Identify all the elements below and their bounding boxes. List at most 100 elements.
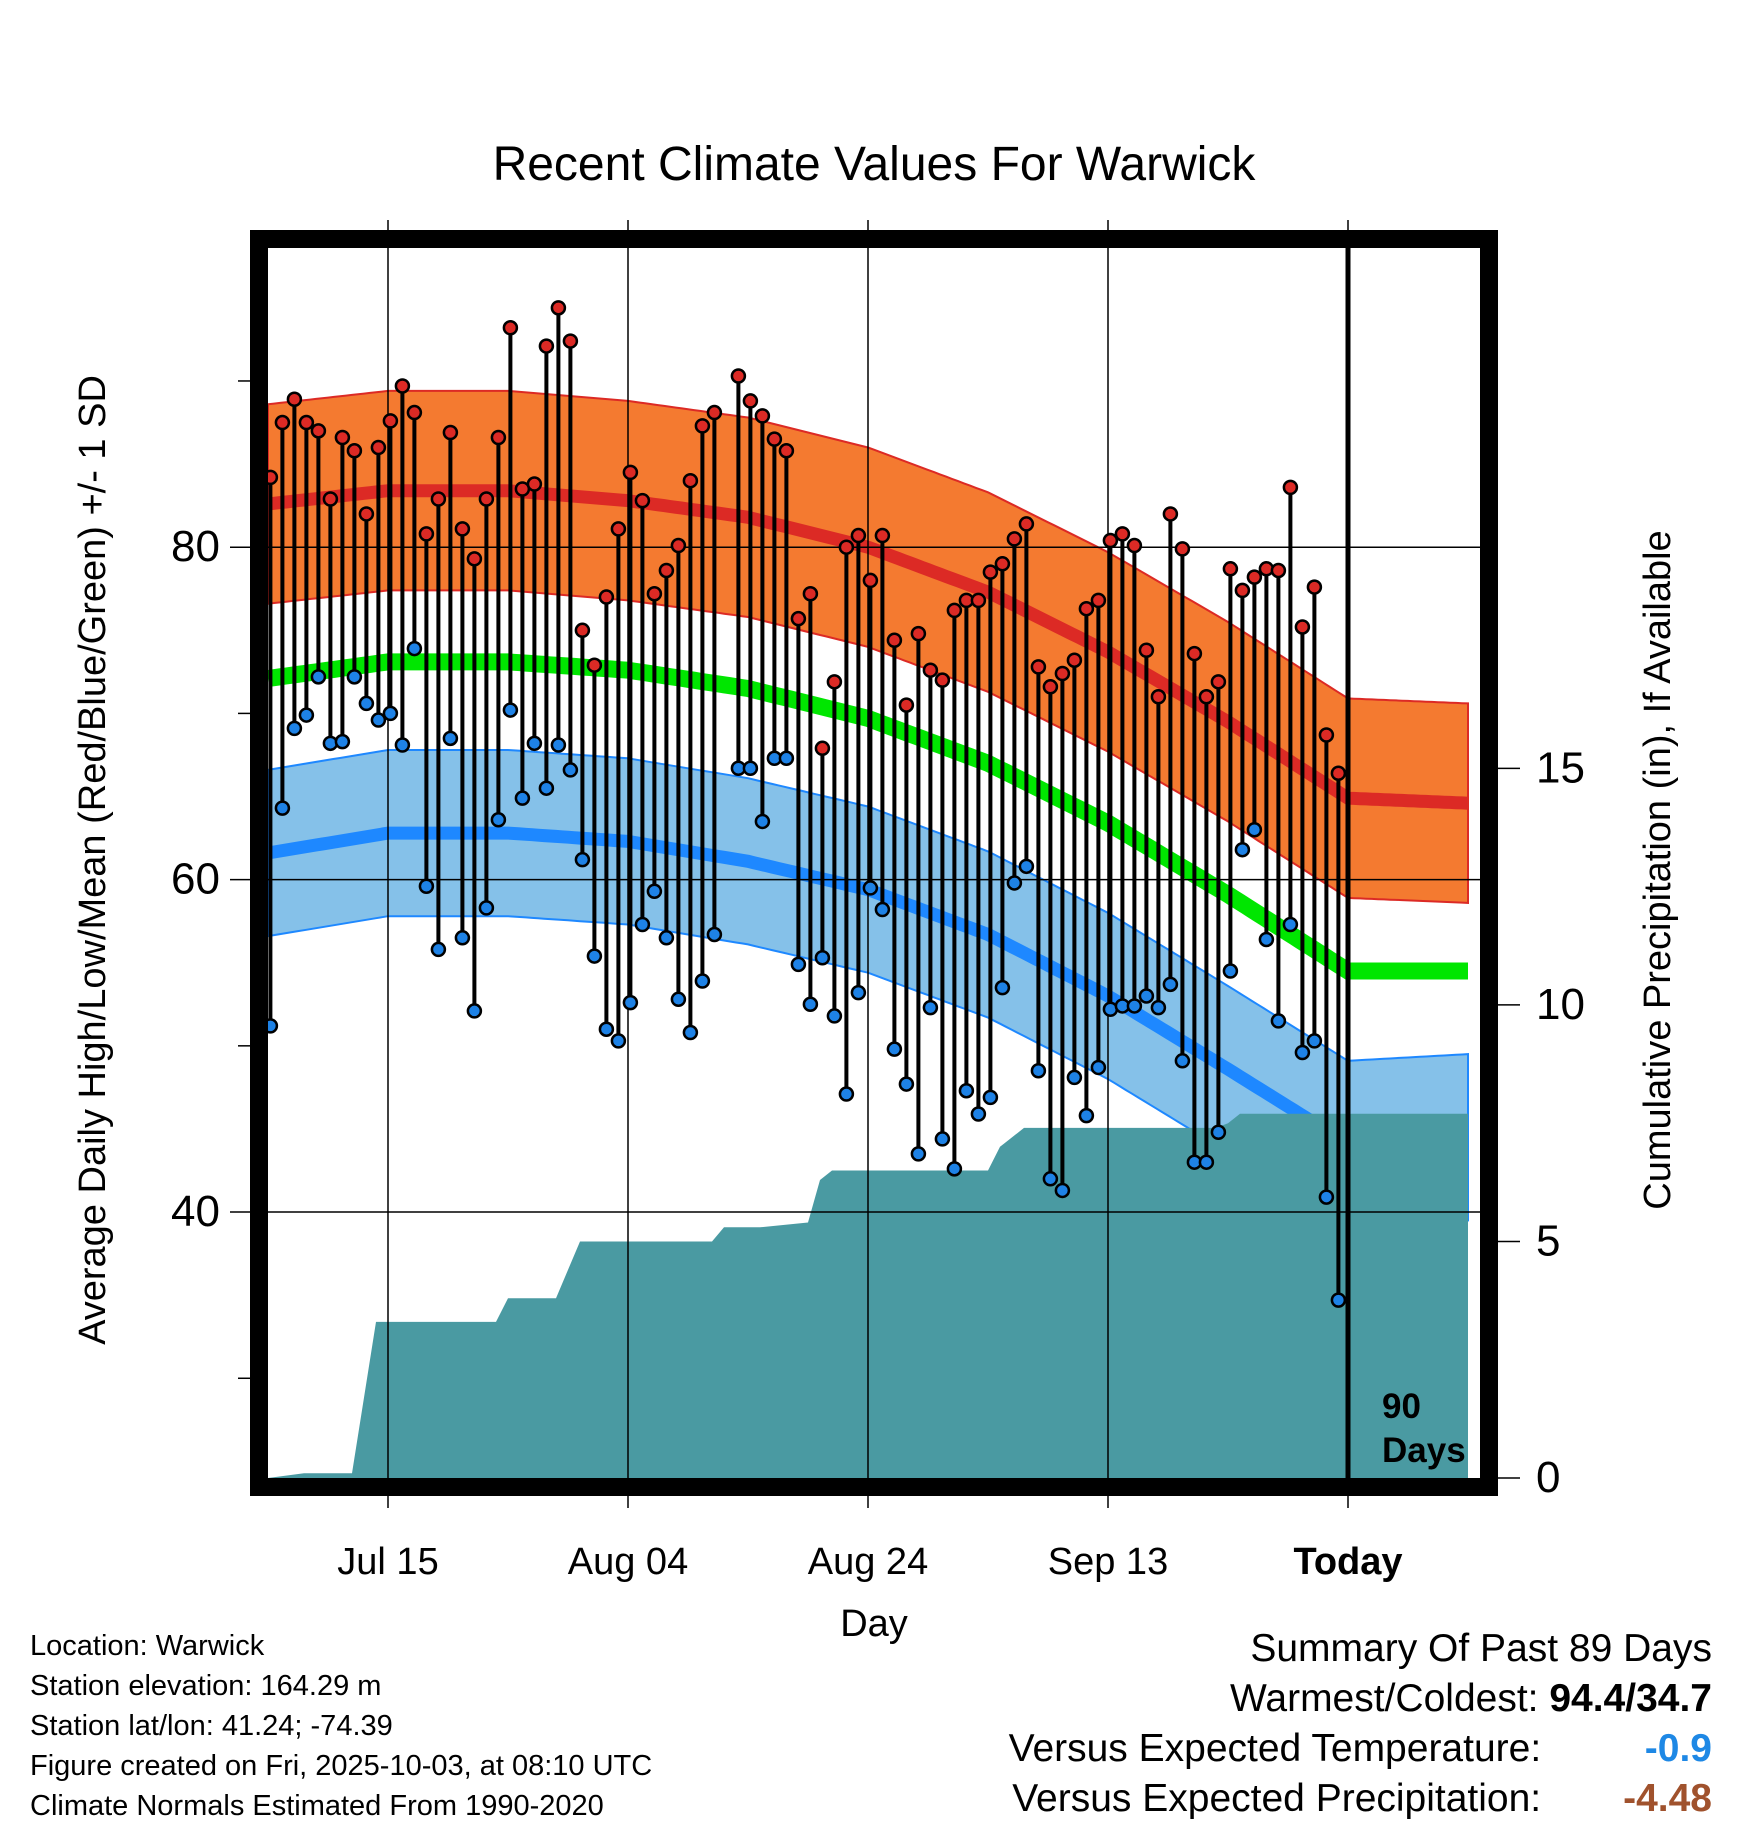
daily-high-point xyxy=(994,556,1011,572)
daily-high-point xyxy=(1246,569,1263,585)
daily-low-point xyxy=(646,883,663,900)
daily-low-point xyxy=(1126,998,1143,1014)
daily-high-point xyxy=(850,527,867,544)
daily-low-point xyxy=(1270,1013,1287,1029)
summary-precip-row: Versus Expected Precipitation: -4.48 xyxy=(1009,1774,1712,1824)
daily-high-point xyxy=(934,672,951,688)
daily-low-point xyxy=(742,760,759,777)
daily-low-point xyxy=(358,695,375,712)
daily-high-point xyxy=(1294,619,1311,635)
daily-low-point xyxy=(442,730,459,747)
daily-high-point xyxy=(610,521,627,537)
daily-high-point xyxy=(1198,689,1215,705)
y-tick-label: 40 xyxy=(171,1187,220,1236)
daily-high-point xyxy=(922,662,939,678)
daily-low-point xyxy=(994,979,1011,996)
daily-high-point xyxy=(526,476,543,492)
daily-high-point xyxy=(298,414,315,431)
x-tick-label: Today xyxy=(1293,1541,1402,1583)
info-normals: Climate Normals Estimated From 1990-2020 xyxy=(30,1790,604,1822)
daily-low-point xyxy=(838,1086,855,1102)
daily-low-point xyxy=(886,1041,903,1057)
daily-high-point xyxy=(442,424,459,441)
info-location: Location: Warwick xyxy=(30,1630,265,1662)
daily-high-point xyxy=(562,333,579,349)
daily-high-point xyxy=(874,527,891,544)
daily-high-point xyxy=(538,338,555,354)
daily-low-point xyxy=(850,984,867,1001)
daily-high-point xyxy=(1126,537,1143,554)
y-tick-label: 60 xyxy=(171,855,220,904)
daily-low-point xyxy=(898,1076,915,1092)
daily-low-point xyxy=(610,1033,627,1049)
daily-low-point xyxy=(430,941,447,958)
daily-high-point xyxy=(694,418,711,434)
daily-low-point xyxy=(1294,1044,1311,1061)
daily-low-point xyxy=(622,994,639,1011)
daily-high-point xyxy=(1186,645,1203,662)
daily-high-point xyxy=(406,404,423,421)
daily-high-point xyxy=(1030,659,1047,675)
warm-cold-label: Warmest/Coldest: xyxy=(1230,1677,1539,1720)
daily-low-point xyxy=(682,1024,699,1041)
info-latlon: Station lat/lon: 41.24; -74.39 xyxy=(30,1710,393,1742)
daily-low-point xyxy=(1150,999,1167,1016)
daily-low-point xyxy=(586,948,603,964)
summary-panel: Summary Of Past 89 Days Warmest/Coldest:… xyxy=(1009,1624,1712,1824)
daily-low-point xyxy=(1234,841,1251,858)
daily-high-point xyxy=(310,423,327,439)
daily-high-point xyxy=(1066,652,1083,668)
daily-low-point xyxy=(490,812,507,828)
y2-tick-label: 5 xyxy=(1536,1216,1560,1265)
daily-low-point xyxy=(466,1003,483,1019)
axes: Jul 15 Aug 04 Aug 24 Sep 13 Today 40 60 80 0 5 10 1… xyxy=(171,220,1585,1583)
y-axis-label: Average Daily High/Low/Mean (Red/Blue/Gr… xyxy=(72,375,114,1345)
daily-low-point xyxy=(286,720,303,737)
daily-low-point xyxy=(1090,1059,1107,1076)
daily-high-point xyxy=(1222,561,1239,577)
daily-high-point xyxy=(742,393,759,409)
daily-high-point xyxy=(394,378,411,394)
daily-low-point xyxy=(694,973,711,989)
x-tick-label: Aug 04 xyxy=(568,1541,688,1583)
daily-high-point xyxy=(322,491,339,507)
daily-low-point xyxy=(274,800,291,816)
daily-high-point xyxy=(1018,516,1035,532)
daily-low-point xyxy=(1054,1182,1071,1199)
temp-deviation-label: Versus Expected Temperature: xyxy=(1008,1727,1542,1770)
summary-warm-cold-row: Warmest/Coldest: 94.4/34.7 xyxy=(1009,1674,1712,1724)
daily-low-point xyxy=(1318,1189,1335,1205)
daily-high-point xyxy=(346,443,363,459)
daily-high-point xyxy=(478,491,495,507)
daily-low-point xyxy=(1078,1107,1095,1124)
daily-low-point xyxy=(1042,1171,1059,1187)
warm-cold-value: 94.4/34.7 xyxy=(1549,1677,1712,1720)
daily-high-point xyxy=(898,697,915,713)
today-label-days-word: Days xyxy=(1382,1431,1466,1470)
daily-high-point xyxy=(382,413,399,429)
y2-tick-label: 15 xyxy=(1536,743,1585,792)
daily-low-point xyxy=(1222,963,1239,979)
daily-high-point xyxy=(1282,479,1299,496)
daily-low-point xyxy=(922,999,939,1016)
daily-low-point xyxy=(634,916,651,933)
x-axis-label: Day xyxy=(840,1603,908,1645)
daily-low-point xyxy=(970,1106,987,1122)
daily-high-point xyxy=(862,572,879,589)
daily-low-point xyxy=(1210,1124,1227,1141)
daily-high-point xyxy=(466,551,483,567)
daily-low-point xyxy=(910,1146,927,1162)
daily-low-point xyxy=(502,702,519,718)
daily-high-point xyxy=(970,592,987,609)
daily-low-point xyxy=(706,926,723,943)
daily-high-point xyxy=(1306,579,1323,595)
daily-low-point xyxy=(1174,1053,1191,1069)
daily-high-point xyxy=(286,391,303,408)
summary-title: Summary Of Past 89 Days xyxy=(1250,1627,1712,1670)
daily-high-point xyxy=(778,443,795,459)
precip-deviation-label: Versus Expected Precipitation: xyxy=(1012,1777,1542,1820)
daily-high-point xyxy=(802,585,819,602)
daily-high-point xyxy=(1318,727,1335,743)
daily-high-point xyxy=(334,429,351,446)
daily-low-point xyxy=(1246,822,1263,838)
